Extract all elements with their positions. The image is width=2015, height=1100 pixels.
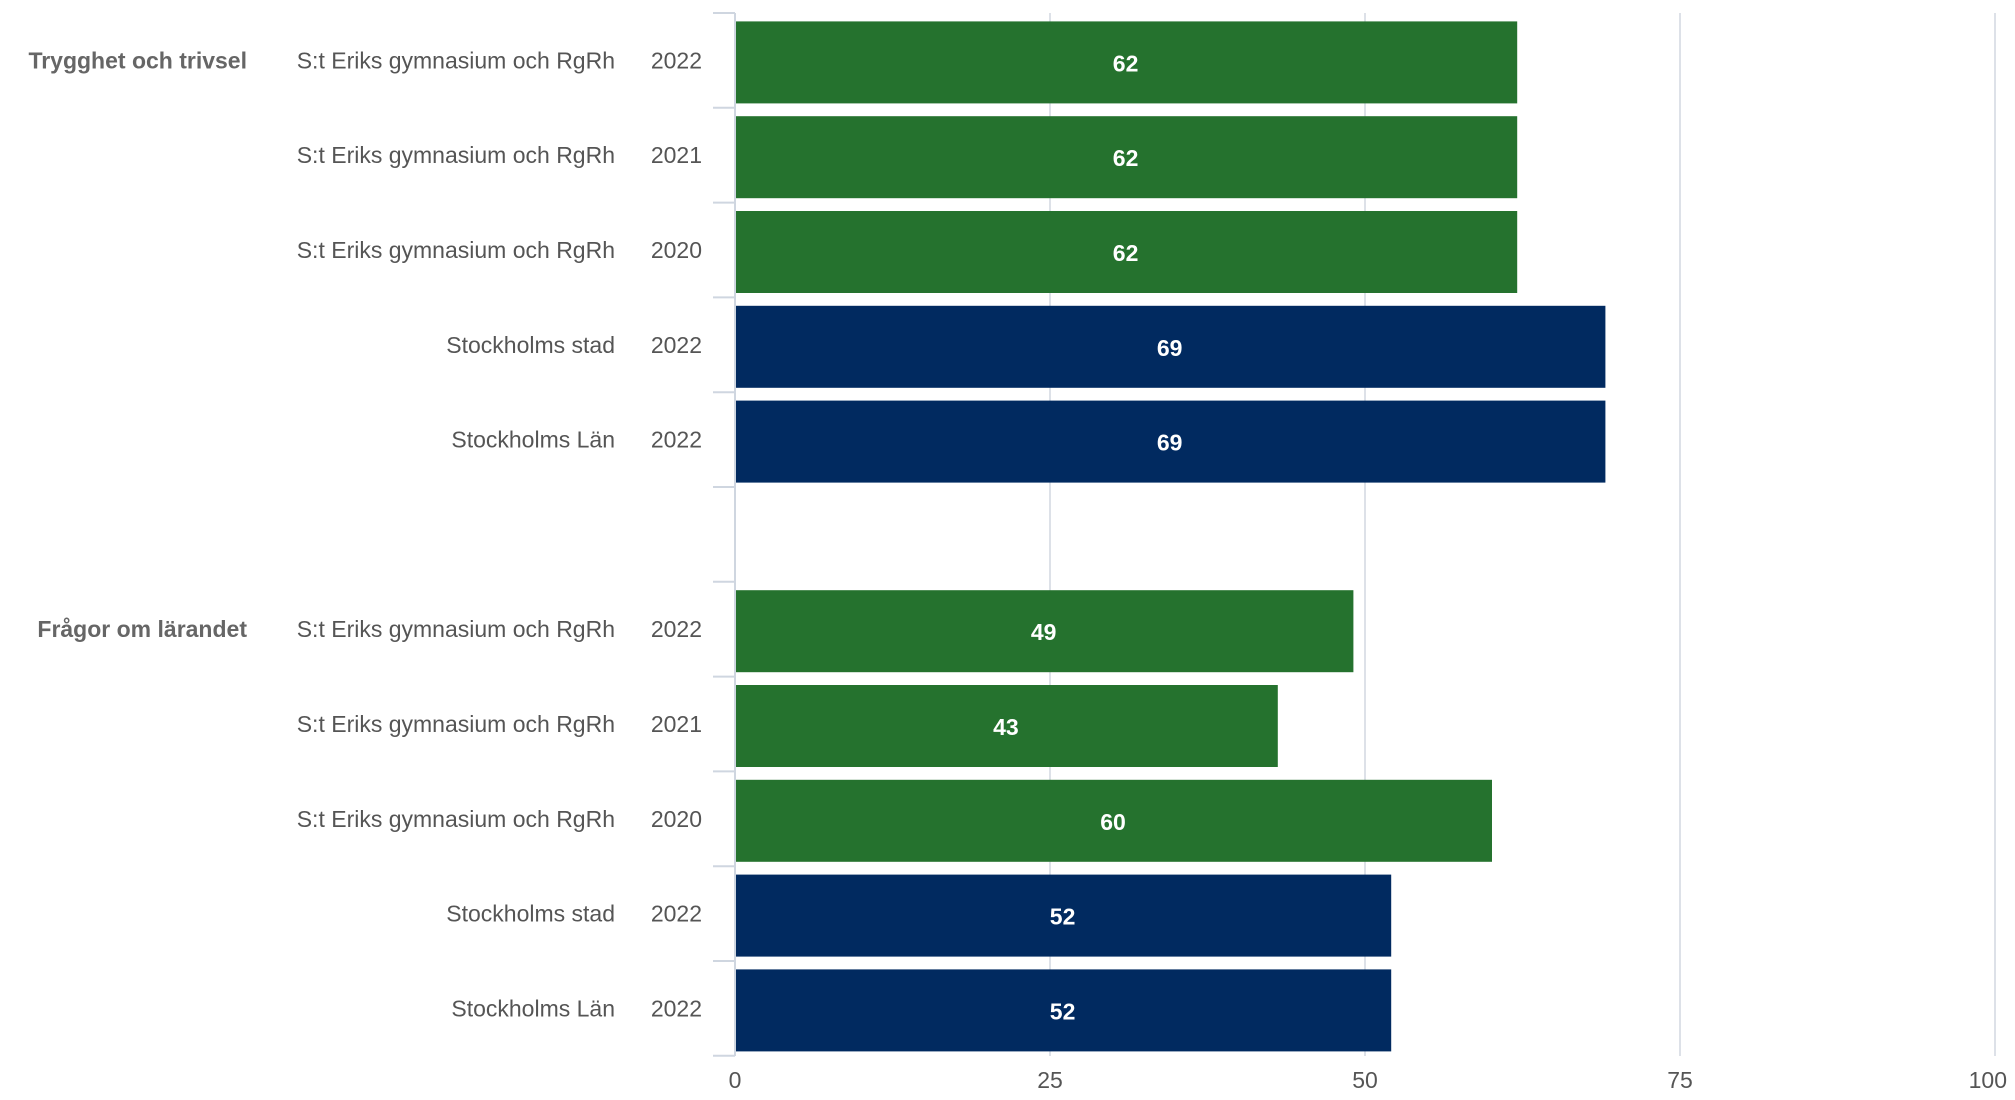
- category-label: Stockholms Län: [451, 427, 615, 453]
- category-label: S:t Eriks gymnasium och RgRh: [297, 806, 615, 832]
- bar: [736, 305, 1606, 388]
- year-label: 2021: [651, 142, 702, 168]
- bar: [736, 116, 1518, 199]
- data-label: 60: [1100, 809, 1126, 835]
- x-tick-label: 0: [729, 1067, 742, 1093]
- category-axis: [713, 12, 736, 1057]
- year-label: 2022: [651, 995, 702, 1021]
- category-label: S:t Eriks gymnasium och RgRh: [297, 142, 615, 168]
- x-tick-label: 25: [1037, 1067, 1063, 1093]
- year-label: 2022: [651, 47, 702, 73]
- data-label: 49: [1031, 619, 1057, 645]
- year-label: 2022: [651, 427, 702, 453]
- labels: 62 2022 S:t Eriks gymnasium och RgRh Tryggh…: [28, 47, 1182, 1024]
- data-label: 69: [1157, 335, 1183, 361]
- category-label: S:t Eriks gymnasium och RgRh: [297, 616, 615, 642]
- bar: [736, 590, 1354, 673]
- category-label: S:t Eriks gymnasium och RgRh: [297, 237, 615, 263]
- category-label: Stockholms stad: [446, 901, 615, 927]
- x-tick-label: 75: [1667, 1067, 1693, 1093]
- data-label: 69: [1157, 430, 1183, 456]
- data-label: 62: [1113, 145, 1139, 171]
- category-label: S:t Eriks gymnasium och RgRh: [297, 711, 615, 737]
- x-axis-ticks: 0 25 50 75 100: [729, 1067, 2007, 1093]
- data-label: 62: [1113, 240, 1139, 266]
- year-label: 2021: [651, 711, 702, 737]
- bar: [736, 779, 1492, 862]
- bar: [736, 969, 1392, 1052]
- category-label: Stockholms Län: [451, 995, 615, 1021]
- year-label: 2022: [651, 901, 702, 927]
- year-label: 2022: [651, 616, 702, 642]
- x-tick-label: 50: [1352, 1067, 1378, 1093]
- data-label: 52: [1050, 904, 1076, 930]
- data-label: 43: [993, 714, 1019, 740]
- year-label: 2020: [651, 237, 702, 263]
- group-label: Frågor om lärandet: [37, 616, 247, 642]
- bar: [736, 211, 1518, 293]
- year-label: 2022: [651, 332, 702, 358]
- bar: [736, 874, 1392, 957]
- x-tick-label: 100: [1969, 1067, 2007, 1093]
- bar: [736, 685, 1278, 767]
- category-label: Stockholms stad: [446, 332, 615, 358]
- year-label: 2020: [651, 806, 702, 832]
- bar: [736, 21, 1518, 104]
- bar: [736, 400, 1606, 483]
- group-label: Trygghet och trivsel: [28, 47, 247, 73]
- data-label: 62: [1113, 50, 1139, 76]
- category-label: S:t Eriks gymnasium och RgRh: [297, 47, 615, 73]
- data-label: 52: [1050, 998, 1076, 1024]
- bars: [736, 21, 1606, 1052]
